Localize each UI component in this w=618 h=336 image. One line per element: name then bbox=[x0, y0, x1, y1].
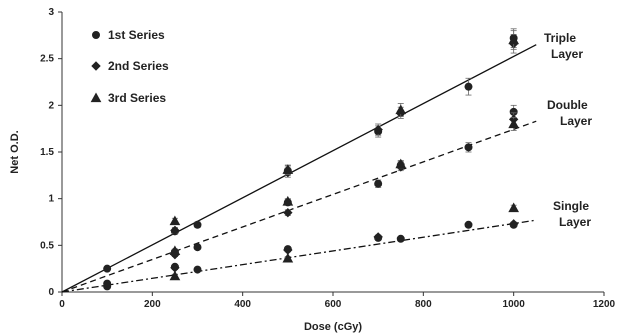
data-point-3rd-series bbox=[282, 252, 294, 263]
x-tick-label: 400 bbox=[234, 299, 251, 310]
y-tick-label: 0.5 bbox=[40, 240, 54, 251]
y-tick-label: 2 bbox=[48, 100, 54, 111]
fit-line-single-layer bbox=[61, 219, 537, 293]
data-point-3rd-series bbox=[169, 215, 181, 226]
data-point-1st-series bbox=[193, 265, 202, 274]
y-tick-label: 0 bbox=[48, 287, 54, 298]
legend-label-2nd-series: 2nd Series bbox=[108, 59, 169, 73]
data-point-1st-series bbox=[374, 179, 383, 188]
y-tick-label: 1 bbox=[48, 194, 54, 205]
data-point-2nd-series bbox=[373, 124, 383, 135]
x-tick-label: 1200 bbox=[593, 299, 616, 310]
data-point-2nd-series bbox=[508, 219, 519, 229]
data-point-3rd-series bbox=[395, 158, 407, 169]
annotation-double-layer-0: Double bbox=[547, 98, 588, 112]
annotation-triple-layer-0: Triple bbox=[544, 31, 576, 45]
y-axis-label: Net O.D. bbox=[9, 130, 21, 173]
data-point-3rd-series bbox=[395, 104, 407, 115]
x-tick-label: 0 bbox=[59, 299, 65, 310]
fit-line-triple-layer bbox=[61, 44, 537, 293]
annotation-triple-layer-1: Layer bbox=[551, 47, 583, 61]
data-point-1st-series bbox=[103, 264, 112, 273]
data-point-3rd-series bbox=[169, 270, 181, 281]
data-point-2nd-series bbox=[283, 207, 293, 218]
annotation-single-layer-1: Layer bbox=[559, 215, 591, 229]
data-point-1st-series bbox=[103, 279, 112, 288]
y-tick-label: 2.5 bbox=[40, 54, 54, 65]
data-point-3rd-series bbox=[508, 118, 520, 129]
data-point-1st-series bbox=[464, 143, 473, 152]
x-axis-label: Dose (cGy) bbox=[304, 321, 362, 333]
fit-line-double-layer bbox=[61, 120, 537, 293]
data-point-2nd-series bbox=[373, 232, 383, 242]
legend-label-1st-series: 1st Series bbox=[108, 28, 165, 42]
y-tick-label: 3 bbox=[48, 7, 54, 18]
plot-area: 0 200 400 600 800 1000 1200 0 0.5 1 1.5 2 2.5 3 Dose (… bbox=[9, 7, 616, 333]
data-point-1st-series bbox=[193, 220, 202, 229]
data-point-3rd-series bbox=[282, 164, 294, 174]
legend-label-3rd-series: 3rd Series bbox=[108, 91, 166, 105]
x-tick-label: 200 bbox=[144, 299, 161, 310]
x-tick-label: 600 bbox=[325, 299, 342, 310]
data-point-3rd-series bbox=[169, 245, 181, 256]
data-point-1st-series bbox=[396, 234, 405, 243]
data-point-3rd-series bbox=[508, 202, 520, 213]
data-point-1st-series bbox=[464, 220, 473, 229]
legend-marker-2nd-series bbox=[91, 61, 101, 71]
legend-marker-1st-series bbox=[92, 31, 100, 39]
data-point-3rd-series bbox=[508, 34, 520, 45]
annotation-single-layer-0: Single bbox=[553, 199, 589, 213]
legend-marker-3rd-series bbox=[90, 92, 102, 103]
x-tick-label: 1000 bbox=[503, 299, 526, 310]
x-tick-label: 800 bbox=[415, 299, 432, 310]
data-point-1st-series bbox=[464, 82, 473, 91]
data-point-3rd-series bbox=[282, 195, 294, 206]
y-tick-label: 1.5 bbox=[40, 147, 54, 158]
data-point-1st-series bbox=[193, 243, 202, 252]
annotation-double-layer-1: Layer bbox=[560, 114, 592, 128]
data-point-2nd-series bbox=[170, 225, 180, 236]
